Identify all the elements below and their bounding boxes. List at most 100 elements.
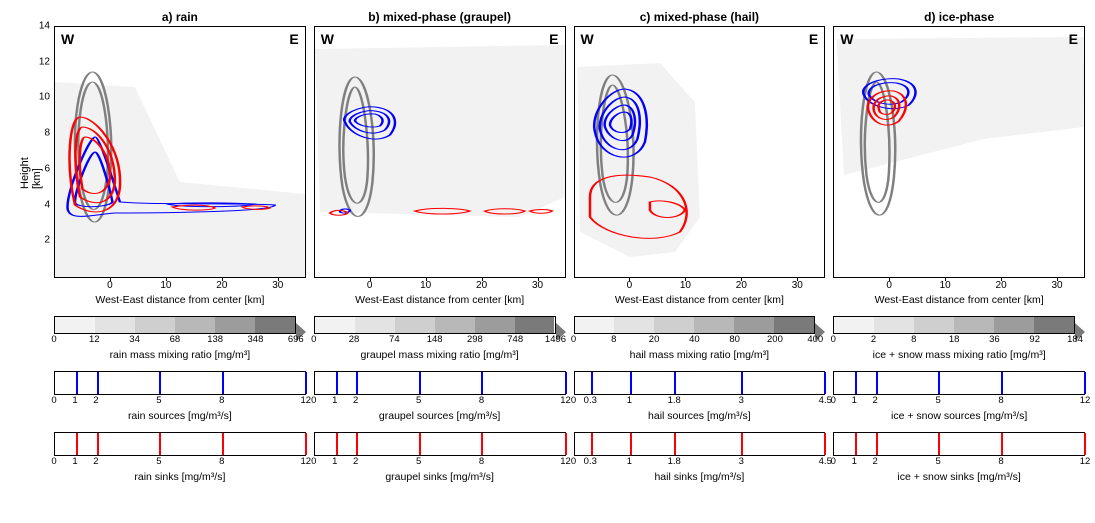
x-axis-label: West-East distance from center [km] — [314, 294, 566, 306]
sources-tick: 1 — [72, 395, 77, 406]
plot-rain: WE — [54, 26, 306, 278]
sinks-label: graupel sinks [mg/m³/s] — [314, 471, 566, 483]
sources-tick: 2 — [93, 395, 98, 406]
colorbar-ice — [833, 316, 1075, 334]
colorbar-label: hail mass mixing ratio [mg/m³] — [574, 349, 826, 361]
colorbar-tick: 2 — [871, 334, 876, 345]
y-tick: 2 — [44, 235, 50, 246]
colorbar-tick: 298 — [467, 334, 483, 345]
panel-title: c) mixed-phase (hail) — [574, 10, 826, 24]
sinks-bar-hail — [574, 432, 826, 456]
sinks-label: rain sinks [mg/m³/s] — [54, 471, 306, 483]
sinks-tick: 1 — [627, 456, 632, 467]
colorbar-tick: 0 — [311, 334, 316, 345]
sources-tick: 0 — [831, 395, 836, 406]
sinks-tick: 12 — [300, 456, 311, 467]
y-tick: 6 — [44, 163, 50, 174]
x-axis-label: West-East distance from center [km] — [833, 294, 1085, 306]
sources-tick: 8 — [219, 395, 224, 406]
sources-tick: 5 — [156, 395, 161, 406]
y-tick: 4 — [44, 199, 50, 210]
y-axis: Height [km] 2468101214 — [10, 26, 54, 306]
y-tick: 12 — [39, 56, 50, 67]
sinks-tick: 0 — [571, 456, 576, 467]
sinks-tick: 8 — [219, 456, 224, 467]
colorbar-tick: 0 — [571, 334, 576, 345]
colorbar-tick: 184 — [1067, 334, 1083, 345]
colorbar-label: rain mass mixing ratio [mg/m³] — [54, 349, 306, 361]
sources-tick: 1.8 — [668, 395, 681, 406]
x-tick: 30 — [272, 280, 283, 291]
sinks-tick: 0.3 — [584, 456, 597, 467]
label-east: E — [289, 31, 298, 47]
colorbar-tick: 0 — [831, 334, 836, 345]
colorbar-graupel — [314, 316, 556, 334]
sinks-tick: 5 — [156, 456, 161, 467]
panel-title: d) ice-phase — [833, 10, 1085, 24]
sinks-tick: 5 — [416, 456, 421, 467]
colorbar-tick: 200 — [767, 334, 783, 345]
sinks-tick: 2 — [93, 456, 98, 467]
sinks-tick: 5 — [935, 456, 940, 467]
label-west: W — [321, 31, 334, 47]
sources-tick: 12 — [300, 395, 311, 406]
figure: a) rainb) mixed-phase (graupel)c) mixed-… — [10, 10, 1085, 483]
plot-graupel: WE — [314, 26, 566, 278]
sources-bar-hail — [574, 371, 826, 395]
x-tick: 0 — [107, 280, 113, 291]
colorbar-tick: 92 — [1029, 334, 1040, 345]
x-tick: 20 — [476, 280, 487, 291]
sinks-bar-ice — [833, 432, 1085, 456]
colorbar-tick: 40 — [689, 334, 700, 345]
sources-tick: 2 — [873, 395, 878, 406]
sources-bar-graupel — [314, 371, 566, 395]
sources-label: rain sources [mg/m³/s] — [54, 410, 306, 422]
sinks-tick: 0 — [311, 456, 316, 467]
colorbar-tick: 36 — [989, 334, 1000, 345]
sources-label: ice + snow sources [mg/m³/s] — [833, 410, 1085, 422]
sinks-tick: 2 — [873, 456, 878, 467]
sources-label: graupel sources [mg/m³/s] — [314, 410, 566, 422]
sinks-tick: 12 — [560, 456, 571, 467]
sinks-bar-rain — [54, 432, 306, 456]
sources-tick: 2 — [353, 395, 358, 406]
x-tick: 20 — [216, 280, 227, 291]
x-tick: 20 — [736, 280, 747, 291]
colorbar-tick: 748 — [507, 334, 523, 345]
panel-title: b) mixed-phase (graupel) — [314, 10, 566, 24]
sources-tick: 8 — [998, 395, 1003, 406]
x-tick: 0 — [886, 280, 892, 291]
sources-tick: 12 — [560, 395, 571, 406]
label-east: E — [1069, 31, 1078, 47]
colorbar-tick: 148 — [427, 334, 443, 345]
x-tick: 10 — [940, 280, 951, 291]
sources-tick: 0 — [51, 395, 56, 406]
label-west: W — [581, 31, 594, 47]
colorbar-label: ice + snow mass mixing ratio [mg/m³] — [833, 349, 1085, 361]
sinks-tick: 2 — [353, 456, 358, 467]
sources-bar-ice — [833, 371, 1085, 395]
sources-label: hail sources [mg/m³/s] — [574, 410, 826, 422]
x-tick: 30 — [1051, 280, 1062, 291]
plot-ice: WE — [833, 26, 1085, 278]
colorbar-tick: 400 — [807, 334, 823, 345]
sources-tick: 12 — [1080, 395, 1091, 406]
sinks-tick: 3 — [739, 456, 744, 467]
x-tick: 0 — [367, 280, 373, 291]
sinks-tick: 1.8 — [668, 456, 681, 467]
colorbar-tick: 0 — [51, 334, 56, 345]
y-tick: 14 — [39, 21, 50, 32]
sources-tick: 0 — [571, 395, 576, 406]
sinks-tick: 8 — [998, 456, 1003, 467]
x-tick: 30 — [792, 280, 803, 291]
sources-tick: 5 — [935, 395, 940, 406]
x-tick: 0 — [627, 280, 633, 291]
sources-tick: 0.3 — [584, 395, 597, 406]
x-axis-label: West-East distance from center [km] — [54, 294, 306, 306]
colorbar-tick: 80 — [729, 334, 740, 345]
colorbar-tick: 8 — [611, 334, 616, 345]
sinks-tick: 1 — [72, 456, 77, 467]
colorbar-hail — [574, 316, 816, 334]
label-west: W — [840, 31, 853, 47]
colorbar-rain — [54, 316, 296, 334]
